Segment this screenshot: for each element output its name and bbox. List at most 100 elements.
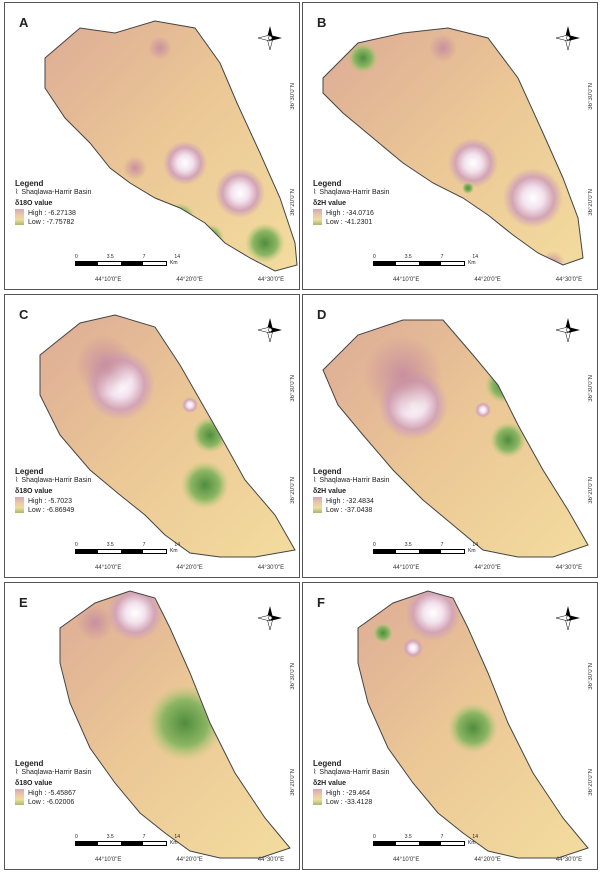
- scale-tick: 3.5: [106, 254, 114, 260]
- legend-title: Legend: [15, 179, 44, 188]
- legend-title: Legend: [313, 759, 342, 768]
- legend-high: High : -32.4834: [326, 498, 374, 505]
- isotope-map: [322, 319, 589, 558]
- scale-tick: 0: [75, 254, 78, 260]
- panel-f: F Legend ⌇ Shaqlawa-Harrir Basin δ2H valu…: [302, 582, 598, 870]
- longitude-tick: 44°10'0"E: [95, 565, 122, 571]
- longitude-tick: 44°30'0"E: [257, 857, 285, 863]
- legend-variable: δ18O value: [15, 780, 53, 787]
- scale-tick: 14: [472, 254, 478, 260]
- legend-basin-label: Shaqlawa-Harrir Basin: [319, 189, 390, 196]
- basin-outline-icon: ⌇: [313, 189, 317, 196]
- scale-tick: 0: [373, 542, 376, 548]
- scale-tick: 7: [142, 834, 146, 840]
- scale-unit: Km: [170, 840, 178, 846]
- panel-letter: A: [19, 15, 29, 30]
- panel-c: C Legend ⌇ Shaqlawa-Harrir Basin δ18O val…: [4, 294, 300, 578]
- longitude-tick: 44°10'0"E: [95, 277, 122, 283]
- map-anomaly: [448, 703, 498, 753]
- scale-tick: 7: [440, 542, 444, 548]
- legend-basin-label: Shaqlawa-Harrir Basin: [21, 477, 92, 484]
- basin-boundary: [44, 20, 298, 272]
- scale-tick: 7: [440, 834, 444, 840]
- legend-title: Legend: [313, 467, 342, 476]
- map-anomaly: [405, 591, 461, 641]
- map-legend: Legend ⌇ Shaqlawa-Harrir Basin δ18O value…: [15, 759, 91, 807]
- map-anomaly: [77, 605, 113, 641]
- north-arrow-icon: [555, 318, 580, 343]
- legend-color-ramp: [15, 789, 24, 805]
- scale-bar: 0 3.5 7 14 Km: [75, 542, 180, 554]
- map-anomaly: [148, 36, 172, 60]
- legend-title: Legend: [313, 179, 342, 188]
- map-legend: Legend ⌇ Shaqlawa-Harrir Basin δ2H value …: [313, 179, 389, 227]
- legend-low: Low : -6.02006: [28, 799, 75, 806]
- panel-letter: E: [19, 595, 28, 610]
- basin-outline-icon: ⌇: [15, 769, 19, 776]
- scale-tick: 0: [373, 254, 376, 260]
- scale-tick: 3.5: [106, 834, 114, 840]
- map-anomaly: [75, 335, 135, 395]
- legend-basin-label: Shaqlawa-Harrir Basin: [319, 769, 390, 776]
- legend-variable: δ2H value: [313, 200, 347, 207]
- scale-bar: 0 3.5 7 14 Km: [373, 542, 478, 554]
- longitude-tick: 44°30'0"E: [555, 277, 583, 283]
- scale-tick: 7: [142, 254, 146, 260]
- longitude-tick: 44°20'0"E: [176, 857, 203, 863]
- map-anomaly: [448, 138, 498, 188]
- map-anomaly: [429, 34, 457, 62]
- scale-tick: 14: [472, 542, 478, 548]
- longitude-labels: 44°10'0"E 44°20'0"E 44°30'0"E: [95, 565, 284, 571]
- legend-low: Low : -37.0438: [326, 507, 373, 514]
- map-anomaly: [348, 43, 378, 73]
- scale-unit: Km: [468, 840, 476, 846]
- map-anomaly: [147, 685, 223, 761]
- legend-basin-label: Shaqlawa-Harrir Basin: [21, 769, 92, 776]
- scale-tick: 3.5: [404, 542, 412, 548]
- map-anomaly: [503, 168, 563, 228]
- map-anomaly: [541, 251, 565, 265]
- legend-low: Low : -7.75782: [28, 219, 75, 226]
- panel-d: D Legend ⌇ Shaqlawa-Harrir Basin δ2H valu…: [302, 294, 598, 578]
- longitude-tick: 44°30'0"E: [257, 565, 285, 571]
- panel-e: E Legend ⌇ Shaqlawa-Harrir Basin δ18O val…: [4, 582, 300, 870]
- longitude-tick: 44°20'0"E: [474, 277, 501, 283]
- latitude-label: 36°30'0"N: [290, 375, 296, 402]
- basin-boundary: [59, 590, 291, 859]
- legend-high: High : -34.0716: [326, 210, 374, 217]
- map-anomaly: [123, 156, 147, 180]
- latitude-label: 36°30'0"N: [588, 83, 594, 110]
- map-legend: Legend ⌇ Shaqlawa-Harrir Basin δ2H value …: [313, 467, 389, 515]
- longitude-labels: 44°10'0"E 44°20'0"E 44°30'0"E: [393, 565, 582, 571]
- longitude-tick: 44°20'0"E: [176, 277, 203, 283]
- map-anomaly: [163, 141, 207, 185]
- basin-outline-icon: ⌇: [15, 189, 19, 196]
- panel-letter: F: [317, 595, 325, 610]
- scale-unit: Km: [468, 260, 476, 266]
- legend-color-ramp: [313, 497, 322, 513]
- map-legend: Legend ⌇ Shaqlawa-Harrir Basin δ18O value…: [15, 467, 91, 515]
- map-anomaly: [490, 422, 526, 458]
- longitude-tick: 44°10'0"E: [393, 277, 420, 283]
- map-legend: Legend ⌇ Shaqlawa-Harrir Basin δ18O value…: [15, 179, 91, 227]
- latitude-label: 36°20'0"N: [588, 477, 594, 504]
- scale-tick: 7: [440, 254, 444, 260]
- map-anomaly: [182, 397, 198, 413]
- basin-boundary: [357, 590, 589, 859]
- longitude-tick: 44°10'0"E: [393, 565, 420, 571]
- north-arrow-icon: [257, 318, 282, 343]
- basin-outline-icon: ⌇: [15, 477, 19, 484]
- isotope-map: [59, 590, 291, 859]
- north-arrow-icon: [257, 26, 282, 51]
- longitude-tick: 44°20'0"E: [176, 565, 203, 571]
- map-anomaly: [363, 335, 443, 415]
- scale-bar: 0 3.5 7 14 Km: [373, 254, 478, 266]
- legend-variable: δ18O value: [15, 488, 53, 495]
- scale-tick: 3.5: [106, 542, 114, 548]
- legend-low: Low : -33.4128: [326, 799, 373, 806]
- map-anomaly: [107, 591, 163, 641]
- legend-low: Low : -41.2301: [326, 219, 373, 226]
- basin-boundary: [39, 314, 296, 558]
- longitude-tick: 44°20'0"E: [474, 857, 501, 863]
- legend-high: High : -29.464: [326, 790, 370, 797]
